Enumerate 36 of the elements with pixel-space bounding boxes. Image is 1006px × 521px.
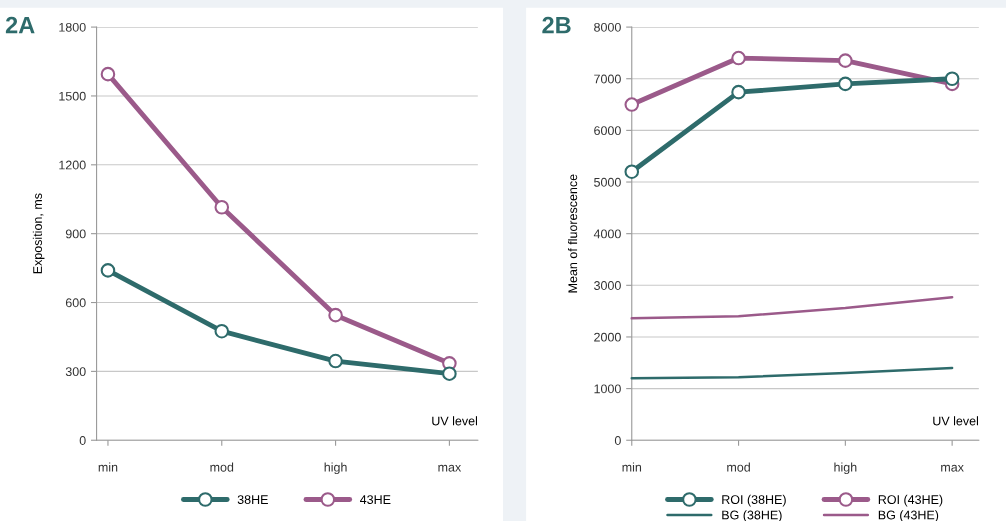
y-tick-label: 5000 bbox=[594, 177, 621, 187]
y-tick-label: 7000 bbox=[594, 74, 621, 84]
x-axis-title: UV level bbox=[432, 416, 478, 426]
y-tick-label: 1200 bbox=[59, 160, 86, 170]
x-tick-label: min bbox=[622, 462, 642, 472]
y-axis-title: Mean of fluorescence bbox=[568, 174, 578, 293]
chart-title: 2B bbox=[542, 16, 571, 34]
y-tick-label: 0 bbox=[79, 436, 86, 445]
y-tick-label: 1800 bbox=[59, 22, 86, 32]
legend-label: 43HE bbox=[360, 495, 391, 505]
x-tick-label: max bbox=[438, 464, 462, 472]
y-tick-label: 4000 bbox=[593, 229, 621, 239]
x-tick-label: high bbox=[834, 462, 857, 475]
x-axis-title: UV level bbox=[933, 416, 978, 426]
y-tick-label: 0 bbox=[614, 436, 621, 445]
x-tick-label: max bbox=[941, 464, 964, 472]
y-tick-label: 2000 bbox=[594, 332, 621, 342]
legend-label: BG (38HE) bbox=[722, 510, 782, 521]
x-tick-label: high bbox=[324, 462, 347, 475]
legend-label: 38HE bbox=[237, 495, 268, 505]
y-tick-label: 600 bbox=[65, 298, 86, 308]
x-tick-label: mod bbox=[210, 462, 234, 472]
y-tick-label: 6000 bbox=[594, 126, 621, 136]
legend-label: ROI (43HE) bbox=[878, 494, 943, 507]
y-tick-label: 3000 bbox=[594, 281, 621, 290]
y-tick-label: 8000 bbox=[594, 22, 621, 32]
y-tick-label: 1000 bbox=[594, 384, 621, 394]
y-axis-title: Exposition, ms bbox=[32, 193, 45, 274]
x-tick-label: mod bbox=[727, 462, 750, 472]
y-tick-label: 300 bbox=[65, 367, 86, 377]
legend-label: BG (43HE) bbox=[878, 510, 939, 521]
y-tick-label: 900 bbox=[65, 229, 86, 239]
x-tick-label: min bbox=[98, 462, 118, 472]
chart-title: 2A bbox=[5, 16, 35, 34]
legend-label: ROI (38HE) bbox=[722, 494, 786, 507]
y-tick-label: 1500 bbox=[59, 91, 86, 101]
